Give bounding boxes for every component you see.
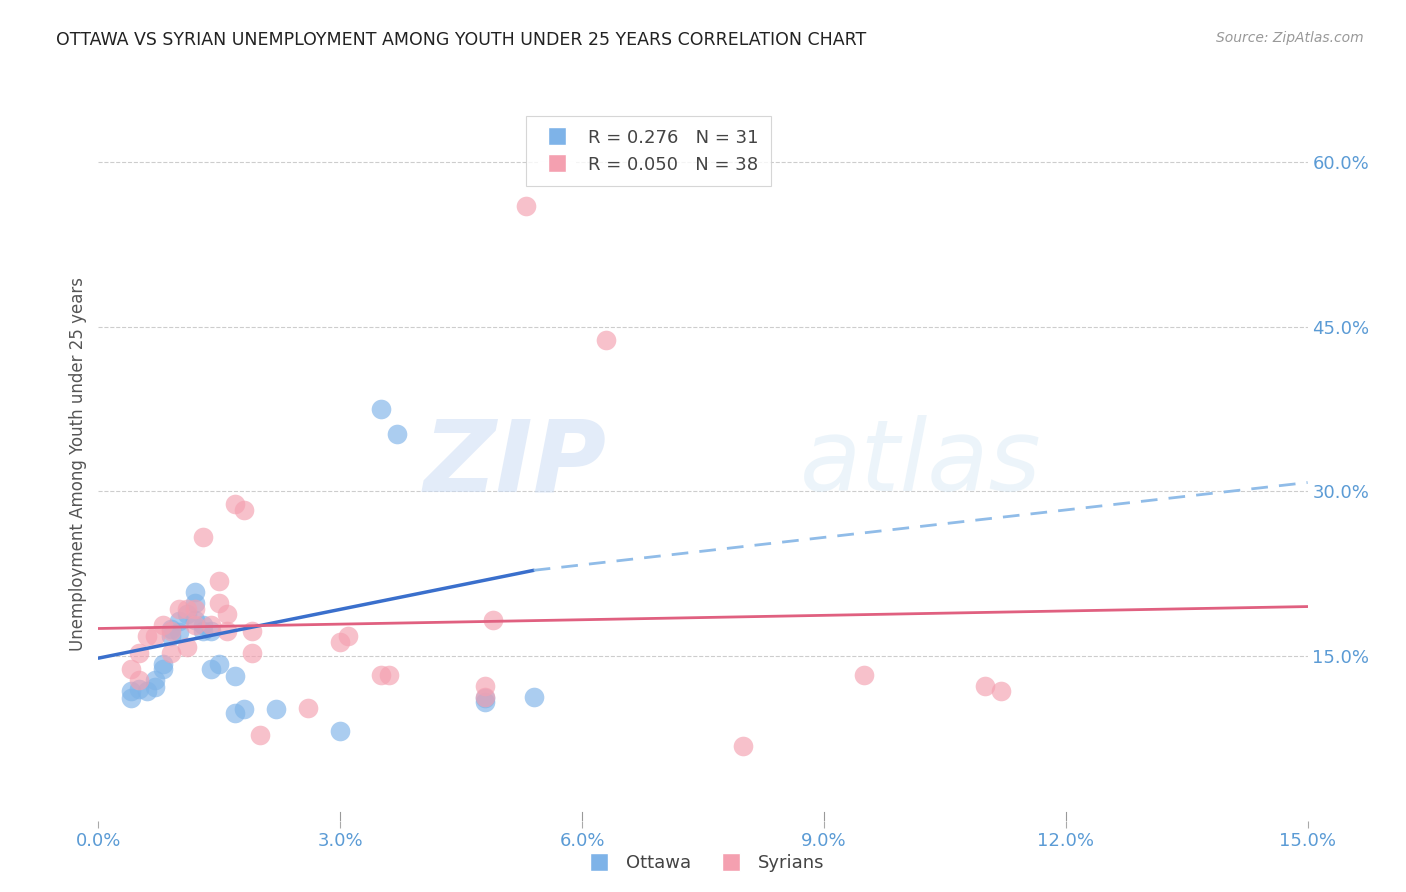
- Point: [217, 607, 239, 622]
- Point: [143, 680, 166, 694]
- Text: Source: ZipAtlas.com: Source: ZipAtlas.com: [1216, 31, 1364, 45]
- Point: [208, 574, 231, 589]
- Point: [595, 333, 617, 347]
- Point: [264, 701, 287, 715]
- Point: [232, 701, 254, 715]
- Legend: Ottawa, Syrians: Ottawa, Syrians: [574, 847, 832, 880]
- Point: [193, 624, 215, 638]
- Text: ZIP: ZIP: [423, 416, 606, 512]
- Y-axis label: Unemployment Among Youth under 25 years: Unemployment Among Youth under 25 years: [69, 277, 87, 651]
- Point: [135, 684, 157, 698]
- Point: [232, 503, 254, 517]
- Point: [515, 199, 537, 213]
- Point: [523, 690, 546, 704]
- Point: [370, 401, 392, 416]
- Point: [377, 667, 399, 681]
- Point: [160, 646, 183, 660]
- Point: [990, 684, 1012, 698]
- Point: [200, 624, 222, 638]
- Point: [184, 601, 207, 615]
- Point: [853, 667, 876, 681]
- Point: [184, 613, 207, 627]
- Point: [160, 622, 183, 636]
- Point: [120, 662, 142, 676]
- Text: OTTAWA VS SYRIAN UNEMPLOYMENT AMONG YOUTH UNDER 25 YEARS CORRELATION CHART: OTTAWA VS SYRIAN UNEMPLOYMENT AMONG YOUT…: [56, 31, 866, 49]
- Point: [474, 695, 496, 709]
- Point: [217, 624, 239, 638]
- Point: [193, 530, 215, 544]
- Point: [482, 613, 505, 627]
- Point: [184, 585, 207, 599]
- Point: [208, 657, 231, 671]
- Point: [200, 618, 222, 632]
- Point: [176, 640, 198, 655]
- Point: [128, 681, 150, 696]
- Point: [152, 657, 174, 671]
- Point: [176, 607, 198, 622]
- Point: [329, 634, 352, 648]
- Point: [193, 618, 215, 632]
- Point: [297, 700, 319, 714]
- Point: [474, 690, 496, 705]
- Text: atlas: atlas: [800, 416, 1042, 512]
- Point: [474, 679, 496, 693]
- Point: [120, 684, 142, 698]
- Point: [167, 624, 190, 639]
- Point: [249, 728, 271, 742]
- Point: [176, 601, 198, 615]
- Point: [337, 629, 360, 643]
- Point: [224, 498, 246, 512]
- Point: [474, 690, 496, 704]
- Point: [160, 624, 183, 638]
- Point: [160, 629, 183, 643]
- Point: [370, 667, 392, 681]
- Point: [224, 706, 246, 720]
- Point: [152, 662, 174, 676]
- Point: [143, 673, 166, 687]
- Point: [200, 662, 222, 676]
- Point: [120, 690, 142, 705]
- Point: [974, 679, 997, 693]
- Point: [135, 629, 157, 643]
- Point: [128, 673, 150, 687]
- Point: [733, 739, 755, 753]
- Point: [152, 618, 174, 632]
- Point: [224, 669, 246, 683]
- Point: [208, 596, 231, 610]
- Point: [184, 618, 207, 632]
- Point: [167, 614, 190, 628]
- Point: [184, 596, 207, 610]
- Point: [385, 427, 408, 442]
- Point: [240, 646, 263, 660]
- Point: [167, 601, 190, 615]
- Point: [240, 624, 263, 638]
- Point: [128, 646, 150, 660]
- Point: [329, 723, 352, 738]
- Point: [143, 629, 166, 643]
